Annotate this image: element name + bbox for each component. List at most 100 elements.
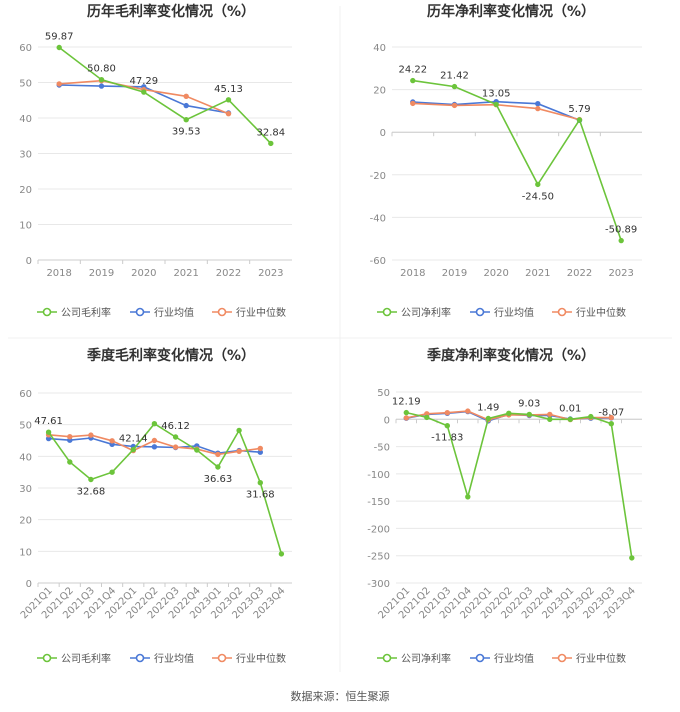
data-point <box>403 415 409 421</box>
data-point <box>56 44 62 51</box>
data-label: 47.61 <box>34 416 63 427</box>
x-tick-label: 2018 <box>400 268 425 279</box>
legend-item: 行业中位数 <box>212 306 286 319</box>
data-label: 24.22 <box>399 65 428 76</box>
chart-1: 历年毛利率变化情况（%） 0 10 20 30 40 50 60 2018 2019 2020 202… <box>19 3 292 319</box>
y-tick-label: -200 <box>367 524 390 535</box>
data-label: -50.89 <box>605 225 637 236</box>
data-point <box>485 415 491 422</box>
data-label: 13.05 <box>482 88 511 99</box>
data-label: 32.84 <box>257 127 286 138</box>
data-point <box>465 408 471 414</box>
data-point <box>236 448 242 454</box>
legend-label: 公司净利率 <box>401 652 451 665</box>
y-tick-label: 40 <box>19 452 32 463</box>
data-point <box>629 555 635 561</box>
data-point <box>151 437 158 444</box>
legend-swatch-marker <box>217 307 227 317</box>
chart-title: 季度净利率变化情况（%） <box>426 347 595 364</box>
legend-label: 行业中位数 <box>576 652 626 665</box>
data-label: 46.12 <box>161 421 190 432</box>
data-label: -8.07 <box>598 408 624 419</box>
data-point <box>608 414 614 421</box>
data-label: 36.63 <box>204 474 233 485</box>
x-tick-label: 2023 <box>608 268 633 279</box>
data-point <box>403 409 409 416</box>
data-point <box>608 421 614 427</box>
data-point <box>215 451 221 458</box>
data-point <box>225 111 232 117</box>
legend-item: 公司毛利率 <box>37 652 111 665</box>
y-tick-label: 20 <box>19 185 32 196</box>
data-point <box>151 444 158 450</box>
data-point <box>109 469 115 475</box>
y-tick-label: 30 <box>19 150 32 161</box>
x-tick-label: 2023 <box>258 268 283 279</box>
y-tick-label: -300 <box>367 579 390 590</box>
legend-label: 行业均值 <box>154 306 194 319</box>
data-label: 32.68 <box>77 487 106 498</box>
series-line-1 <box>412 79 622 241</box>
data-point <box>444 410 450 416</box>
y-tick-label: -20 <box>370 171 386 182</box>
data-label: 31.68 <box>246 490 275 501</box>
data-point <box>535 101 541 107</box>
y-tick-label: 10 <box>19 221 32 232</box>
data-point <box>183 117 189 123</box>
data-point <box>257 480 263 486</box>
data-label: 9.03 <box>518 398 540 409</box>
data-label: -11.83 <box>431 433 463 444</box>
data-point <box>183 102 189 109</box>
x-tick-label: 2022 <box>216 268 241 279</box>
data-point <box>410 100 416 107</box>
series-line-1 <box>47 422 283 555</box>
legend-item: 行业均值 <box>130 652 194 665</box>
data-point <box>67 459 73 465</box>
y-tick-label: 60 <box>19 389 32 400</box>
legend: 公司毛利率 行业均值 行业中位数 <box>37 652 286 665</box>
legend-swatch-marker <box>217 653 227 663</box>
legend-item: 行业均值 <box>470 652 534 665</box>
y-tick-label: -250 <box>367 552 390 563</box>
data-point <box>465 494 471 500</box>
y-tick-label: -40 <box>370 213 386 224</box>
legend-swatch-marker <box>475 307 485 317</box>
y-tick-label: 30 <box>19 484 32 495</box>
x-tick-label: 2020 <box>131 268 156 279</box>
data-point <box>98 77 105 83</box>
data-point <box>451 102 458 109</box>
data-label: 12.19 <box>392 397 421 408</box>
legend-label: 行业中位数 <box>576 306 626 319</box>
legend-swatch-marker <box>135 653 145 663</box>
data-point <box>88 476 94 483</box>
legend: 公司毛利率 行业均值 行业中位数 <box>37 306 286 319</box>
legend-swatch-marker <box>382 653 392 663</box>
x-tick-label: 2019 <box>89 268 114 279</box>
legend-label: 行业中位数 <box>236 306 286 319</box>
data-label: 45.13 <box>214 84 243 95</box>
data-point <box>410 77 416 84</box>
x-tick-label: 2021 <box>525 268 550 279</box>
data-label: 5.79 <box>568 104 590 115</box>
y-tick-label: 40 <box>19 114 32 125</box>
data-point <box>172 434 179 440</box>
chart-3: 季度毛利率变化情况（%）01020304050602021Q12021Q2202… <box>19 347 292 665</box>
data-label: 47.29 <box>130 76 159 87</box>
data-point <box>257 445 263 452</box>
y-tick-label: 20 <box>19 516 32 527</box>
legend-item: 公司净利率 <box>377 306 451 319</box>
x-tick-label: 2022 <box>567 268 592 279</box>
data-point <box>526 411 532 418</box>
data-point <box>130 446 137 453</box>
x-tick-label: 2021 <box>173 268 198 279</box>
y-tick-label: -50 <box>374 443 390 454</box>
legend-label: 公司毛利率 <box>61 306 111 319</box>
data-point <box>506 410 512 416</box>
y-tick-label: 0 <box>26 579 32 590</box>
data-point <box>215 464 221 470</box>
data-label: -24.50 <box>522 191 554 202</box>
legend: 公司净利率 行业均值 行业中位数 <box>377 306 626 319</box>
series-line-1 <box>58 46 272 144</box>
data-point <box>183 93 189 100</box>
